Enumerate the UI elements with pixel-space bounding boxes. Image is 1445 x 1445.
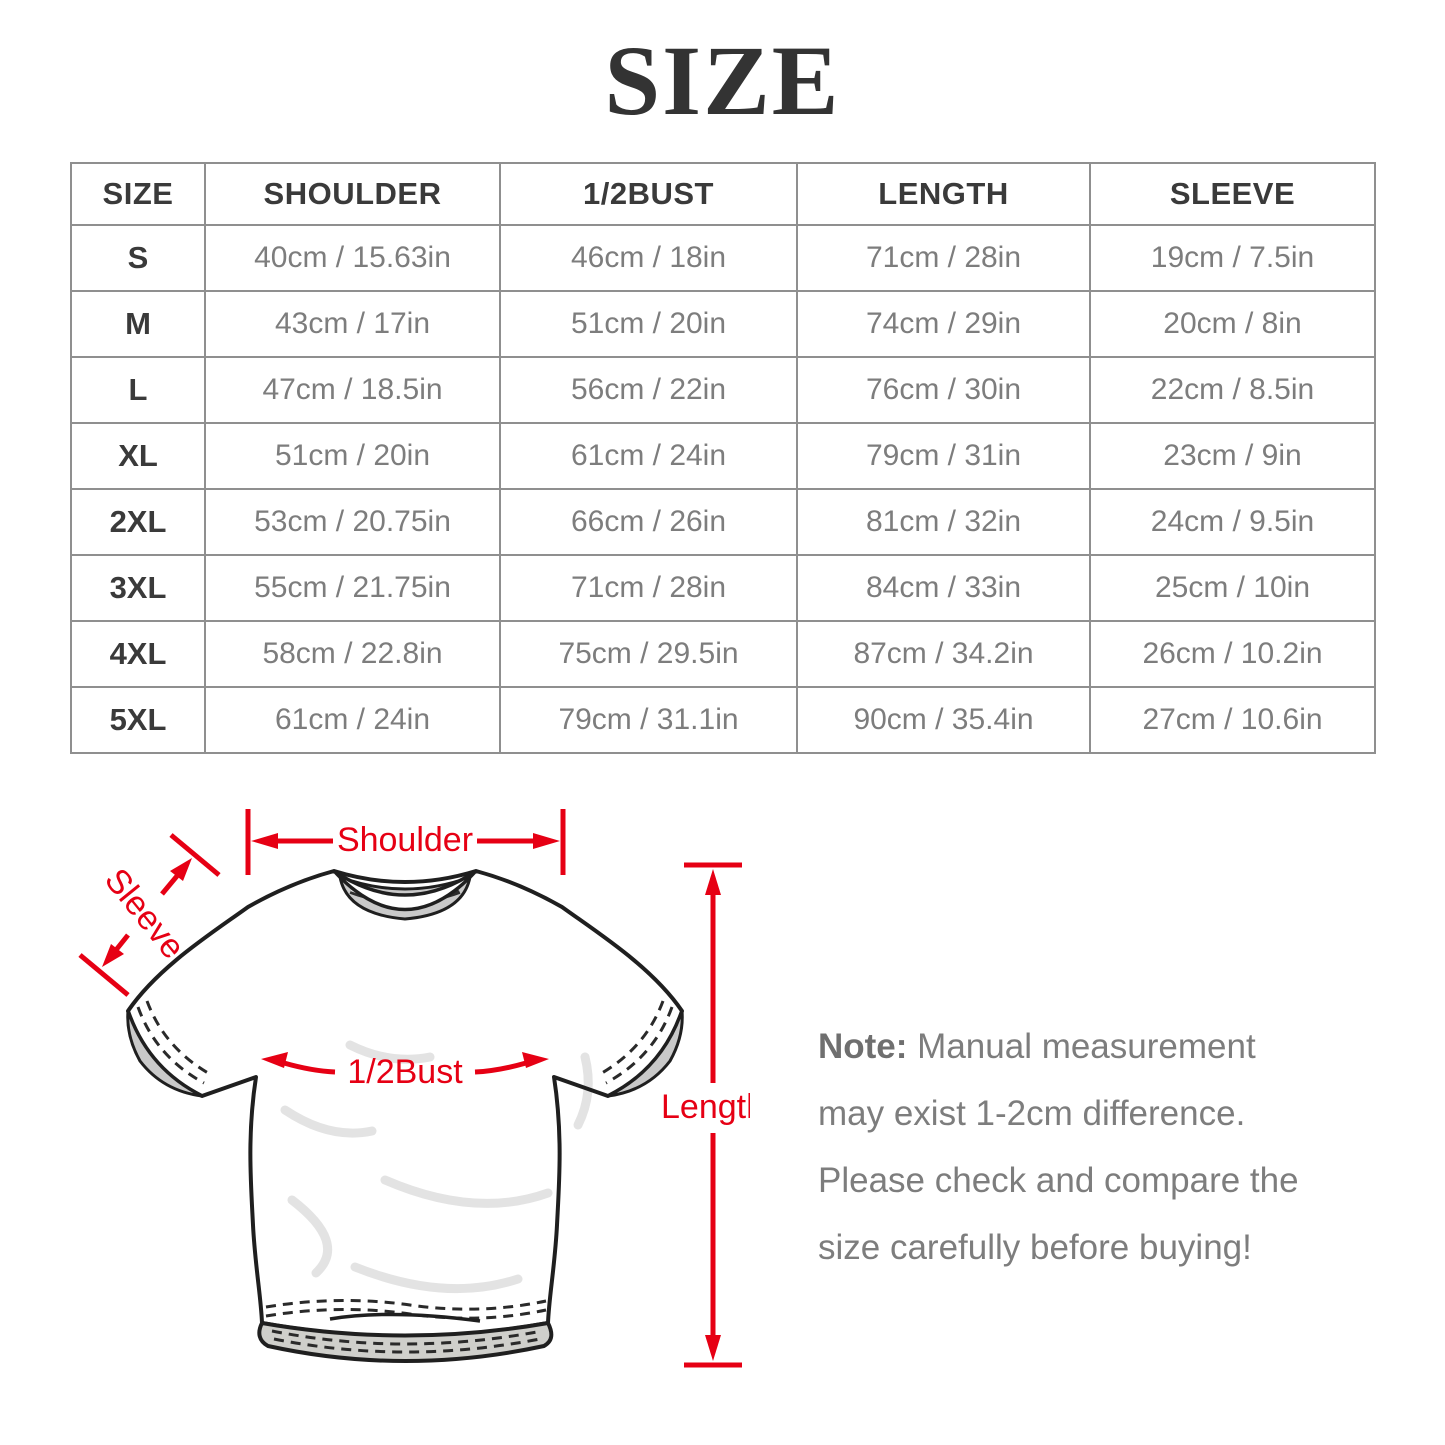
- size-table-header-row: SIZE SHOULDER 1/2BUST LENGTH SLEEVE: [70, 162, 1376, 226]
- measurement-cell: 71cm / 28in: [796, 224, 1091, 292]
- column-header: 1/2BUST: [499, 162, 798, 226]
- measurement-cell: 20cm / 8in: [1089, 290, 1376, 358]
- measurement-cell: 87cm / 34.2in: [796, 620, 1091, 688]
- tshirt-measurement-diagram: Shoulder Sleeve 1/2Bust: [50, 795, 765, 1445]
- tshirt-illustration: [126, 869, 684, 1363]
- measurement-cell: 79cm / 31in: [796, 422, 1091, 490]
- size-cell: 3XL: [70, 554, 206, 622]
- measurement-cell: 43cm / 17in: [204, 290, 501, 358]
- right-sleeve-lining: [607, 1010, 684, 1098]
- bottom-hem: [257, 1298, 554, 1363]
- measurement-cell: 23cm / 9in: [1089, 422, 1376, 490]
- measurement-cell: 66cm / 26in: [499, 488, 798, 556]
- half-bust-dimension-arrow: 1/2Bust: [261, 1052, 549, 1091]
- note-body: Manual measurement may exist 1-2cm diffe…: [818, 1027, 1299, 1267]
- measurement-cell: 74cm / 29in: [796, 290, 1091, 358]
- table-row: 5XL 61cm / 24in 79cm / 31.1in 90cm / 35.4in…: [70, 686, 1376, 754]
- measurement-cell: 19cm / 7.5in: [1089, 224, 1376, 292]
- measurement-cell: 56cm / 22in: [499, 356, 798, 424]
- column-header: SLEEVE: [1089, 162, 1376, 226]
- measurement-cell: 71cm / 28in: [499, 554, 798, 622]
- size-cell: 2XL: [70, 488, 206, 556]
- measurement-cell: 55cm / 21.75in: [204, 554, 501, 622]
- measurement-cell: 51cm / 20in: [499, 290, 798, 358]
- measurement-cell: 76cm / 30in: [796, 356, 1091, 424]
- measurement-cell: 27cm / 10.6in: [1089, 686, 1376, 754]
- size-cell: 4XL: [70, 620, 206, 688]
- table-row: 2XL 53cm / 20.75in 66cm / 26in 81cm / 32in 2…: [70, 488, 1376, 556]
- table-row: L 47cm / 18.5in 56cm / 22in 76cm / 30in 22cm…: [70, 356, 1376, 424]
- note-text: Note: Manual measurement may exist 1-2cm…: [818, 1013, 1318, 1281]
- measurement-cell: 61cm / 24in: [499, 422, 798, 490]
- measurement-cell: 22cm / 8.5in: [1089, 356, 1376, 424]
- size-table: SIZE SHOULDER 1/2BUST LENGTH SLEEVE S 40cm / …: [70, 162, 1376, 754]
- measurement-cell: 47cm / 18.5in: [204, 356, 501, 424]
- table-row: 3XL 55cm / 21.75in 71cm / 28in 84cm / 33in 2…: [70, 554, 1376, 622]
- table-row: 4XL 58cm / 22.8in 75cm / 29.5in 87cm / 34.2…: [70, 620, 1376, 688]
- left-sleeve-lining: [126, 1010, 203, 1098]
- size-cell: M: [70, 290, 206, 358]
- measurement-cell: 75cm / 29.5in: [499, 620, 798, 688]
- shoulder-dimension-arrow: Shoulder: [245, 809, 566, 875]
- measurement-cell: 90cm / 35.4in: [796, 686, 1091, 754]
- measurement-cell: 26cm / 10.2in: [1089, 620, 1376, 688]
- collar: [332, 869, 478, 921]
- measurement-cell: 24cm / 9.5in: [1089, 488, 1376, 556]
- tshirt-diagram-svg: Shoulder Sleeve 1/2Bust: [78, 809, 765, 1368]
- shoulder-label: Shoulder: [337, 821, 473, 859]
- half-bust-label: 1/2Bust: [347, 1053, 463, 1091]
- size-cell: 5XL: [70, 686, 206, 754]
- length-dimension-arrow: Length: [661, 862, 765, 1368]
- length-label: Length: [661, 1088, 750, 1126]
- measurement-cell: 61cm / 24in: [204, 686, 501, 754]
- table-row: XL 51cm / 20in 61cm / 24in 79cm / 31in 23cm …: [70, 422, 1376, 490]
- measurement-cell: 46cm / 18in: [499, 224, 798, 292]
- measurement-cell: 25cm / 10in: [1089, 554, 1376, 622]
- measurement-cell: 84cm / 33in: [796, 554, 1091, 622]
- measurement-cell: 79cm / 31.1in: [499, 686, 798, 754]
- size-table-body: S 40cm / 15.63in 46cm / 18in 71cm / 28in 19c…: [70, 224, 1376, 754]
- size-cell: XL: [70, 422, 206, 490]
- size-cell: L: [70, 356, 206, 424]
- column-header: SIZE: [70, 162, 206, 226]
- page-title: SIZE: [604, 25, 841, 136]
- table-row: S 40cm / 15.63in 46cm / 18in 71cm / 28in 19c…: [70, 224, 1376, 292]
- note-label: Note:: [818, 1027, 908, 1066]
- size-cell: S: [70, 224, 206, 292]
- measurement-cell: 53cm / 20.75in: [204, 488, 501, 556]
- measurement-cell: 81cm / 32in: [796, 488, 1091, 556]
- measurement-cell: 58cm / 22.8in: [204, 620, 501, 688]
- table-row: M 43cm / 17in 51cm / 20in 74cm / 29in 20cm /…: [70, 290, 1376, 358]
- column-header: LENGTH: [796, 162, 1091, 226]
- measurement-cell: 40cm / 15.63in: [204, 224, 501, 292]
- measurement-cell: 51cm / 20in: [204, 422, 501, 490]
- column-header: SHOULDER: [204, 162, 501, 226]
